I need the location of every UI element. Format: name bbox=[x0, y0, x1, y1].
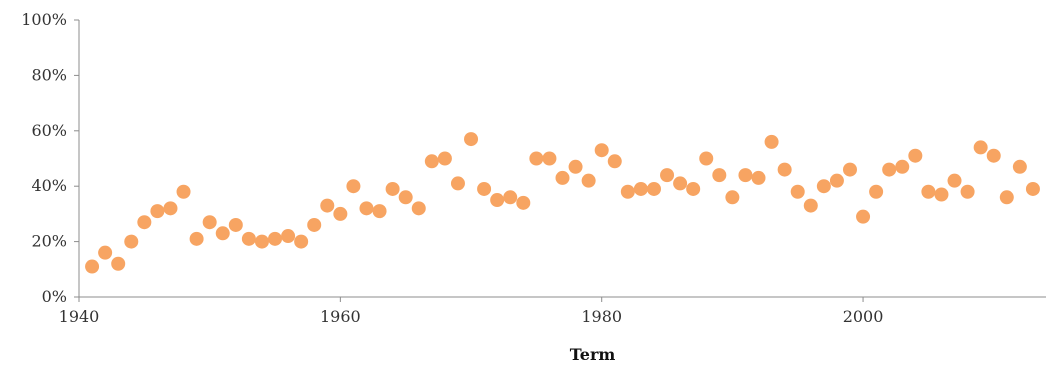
y-tick-label: 80% bbox=[31, 65, 67, 84]
data-point bbox=[712, 168, 727, 183]
data-point bbox=[294, 234, 309, 249]
data-point bbox=[359, 201, 374, 216]
data-point bbox=[202, 215, 217, 230]
data-point bbox=[542, 151, 557, 166]
data-point bbox=[633, 181, 648, 196]
data-point bbox=[254, 234, 269, 249]
data-point bbox=[411, 201, 426, 216]
data-point bbox=[503, 190, 518, 205]
x-axis-title: Term bbox=[570, 345, 616, 364]
data-point bbox=[725, 190, 740, 205]
data-point bbox=[137, 215, 152, 230]
data-point bbox=[372, 204, 387, 219]
data-point bbox=[856, 209, 871, 224]
x-tick-label: 1960 bbox=[320, 307, 361, 326]
data-point bbox=[777, 162, 792, 177]
data-point bbox=[346, 179, 361, 194]
data-point bbox=[895, 159, 910, 174]
x-axis-ticks: 1940 1960 1980 2000 bbox=[59, 297, 884, 326]
data-point bbox=[568, 159, 583, 174]
data-point bbox=[673, 176, 688, 191]
data-point bbox=[816, 179, 831, 194]
data-point bbox=[790, 184, 805, 199]
data-point bbox=[85, 259, 100, 274]
data-point bbox=[228, 217, 243, 232]
data-point bbox=[607, 154, 622, 169]
y-tick-label: 60% bbox=[31, 121, 67, 140]
data-point bbox=[281, 229, 296, 244]
x-tick-label: 2000 bbox=[843, 307, 884, 326]
data-point bbox=[215, 226, 230, 241]
data-point bbox=[686, 181, 701, 196]
data-point bbox=[307, 217, 322, 232]
y-axis-ticks: 0% 20% 40% 60% 80% 100% bbox=[21, 10, 79, 306]
y-tick-label: 40% bbox=[31, 176, 67, 195]
data-point bbox=[646, 181, 661, 196]
y-tick-label: 100% bbox=[21, 10, 67, 29]
data-point bbox=[947, 173, 962, 188]
data-point bbox=[934, 187, 949, 202]
data-point bbox=[738, 168, 753, 183]
data-point bbox=[869, 184, 884, 199]
data-point bbox=[960, 184, 975, 199]
data-point bbox=[1012, 159, 1027, 174]
data-point bbox=[111, 256, 126, 271]
data-point bbox=[516, 195, 531, 210]
data-point bbox=[555, 170, 570, 185]
data-point bbox=[437, 151, 452, 166]
data-point bbox=[921, 184, 936, 199]
data-point bbox=[398, 190, 413, 205]
data-point bbox=[241, 231, 256, 246]
data-point bbox=[320, 198, 335, 213]
data-point bbox=[450, 176, 465, 191]
data-point bbox=[660, 168, 675, 183]
data-point bbox=[999, 190, 1014, 205]
data-point bbox=[464, 132, 479, 147]
data-point bbox=[829, 173, 844, 188]
x-tick-label: 1980 bbox=[581, 307, 622, 326]
data-point bbox=[385, 181, 400, 196]
data-points bbox=[85, 132, 1040, 274]
data-point bbox=[163, 201, 178, 216]
data-point bbox=[490, 193, 505, 208]
y-tick-label: 20% bbox=[31, 232, 67, 251]
data-point bbox=[699, 151, 714, 166]
data-point bbox=[908, 148, 923, 163]
data-point bbox=[803, 198, 818, 213]
data-point bbox=[333, 206, 348, 221]
data-point bbox=[882, 162, 897, 177]
data-point bbox=[764, 134, 779, 149]
data-point bbox=[751, 170, 766, 185]
data-point bbox=[842, 162, 857, 177]
data-point bbox=[529, 151, 544, 166]
data-point bbox=[424, 154, 439, 169]
data-point bbox=[581, 173, 596, 188]
data-point bbox=[594, 143, 609, 158]
x-tick-label: 1940 bbox=[59, 307, 100, 326]
data-point bbox=[189, 231, 204, 246]
data-point bbox=[268, 231, 283, 246]
data-point bbox=[98, 245, 113, 260]
data-point bbox=[477, 181, 492, 196]
data-point bbox=[986, 148, 1001, 163]
data-point bbox=[973, 140, 988, 155]
data-point bbox=[124, 234, 139, 249]
data-point bbox=[176, 184, 191, 199]
y-tick-label: 0% bbox=[42, 287, 67, 306]
data-point bbox=[620, 184, 635, 199]
data-point bbox=[1025, 181, 1040, 196]
data-point bbox=[150, 204, 165, 219]
